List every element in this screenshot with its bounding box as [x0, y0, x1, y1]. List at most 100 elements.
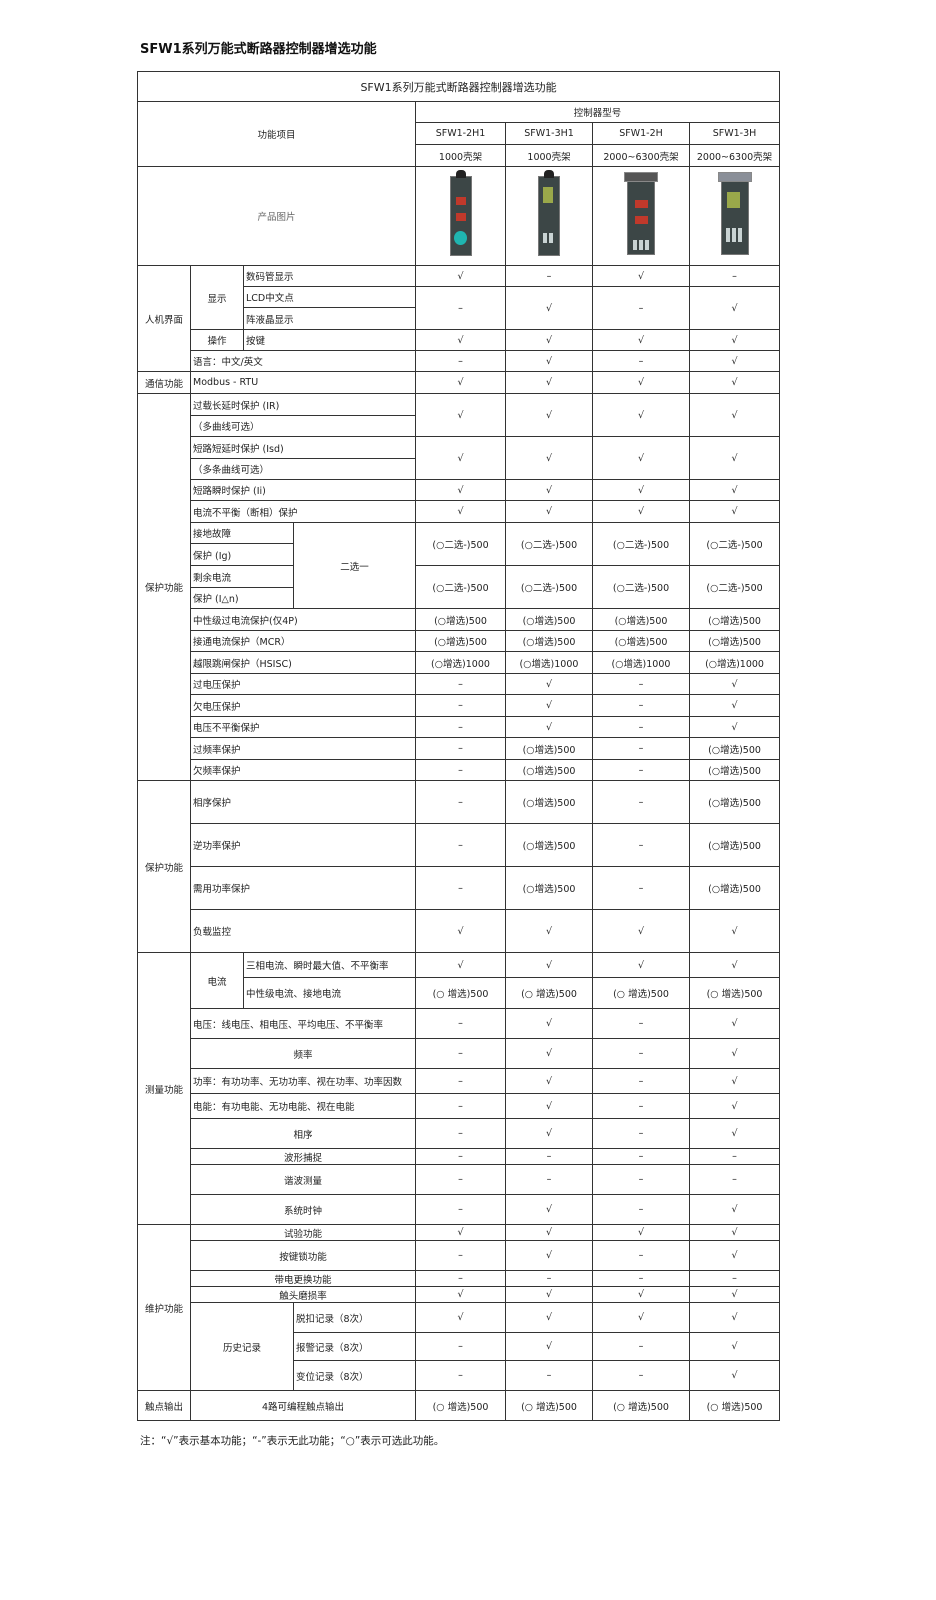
value-cell: √	[415, 1286, 506, 1303]
value-cell: (○二选-)500	[688, 565, 781, 609]
feature-cell: 显示	[190, 265, 244, 330]
frame-size: 2000~6300壳架	[688, 144, 781, 167]
feature-cell: 语言：中文/英文	[190, 350, 416, 372]
value-cell: (○增选)500	[505, 866, 593, 910]
value-cell: √	[688, 350, 781, 372]
value-cell: √	[505, 1068, 593, 1094]
value-cell: √	[688, 1118, 781, 1149]
feature-table: SFW1系列万能式断路器控制器增选功能 功能项目 控制器型号 SFW1-2H1 …	[136, 71, 781, 1421]
value-cell: (○增选)500	[688, 630, 781, 652]
feature-cell: 保护 (Ig)	[190, 543, 294, 566]
feature-cell: 逆功率保护	[190, 823, 416, 867]
value-cell: (○二选-)500	[505, 565, 593, 609]
value-cell: –	[688, 1270, 781, 1287]
value-cell: √	[505, 1194, 593, 1225]
value-cell: √	[592, 329, 690, 351]
value-cell: –	[688, 1164, 781, 1195]
table-row: 变位记录（8次） – – – √	[138, 1360, 781, 1391]
value-cell: (○增选)500	[505, 737, 593, 760]
value-cell: (○ 增选)500	[592, 977, 690, 1009]
value-cell: –	[592, 1118, 690, 1149]
value-cell: √	[688, 1240, 781, 1271]
table-row: 需用功率保护 – (○增选)500– (○增选)500	[138, 866, 781, 910]
value-cell: (○增选)1000	[415, 651, 506, 674]
table-row: 电能：有功电能、无功电能、视在电能 – √ – √	[138, 1093, 781, 1119]
value-cell: √	[505, 1008, 593, 1039]
value-cell: √	[592, 1286, 690, 1303]
feature-cell: 波形捕捉	[190, 1148, 416, 1165]
table-row: 接地故障 二选一 (○二选-)500 (○二选-)500 (○二选-)500 (○二选-)…	[138, 522, 781, 609]
table-row: 电压不平衡保护 – √ – √	[138, 716, 781, 738]
value-cell: –	[415, 1164, 506, 1195]
value-cell: √	[592, 265, 690, 287]
value-cell: √	[688, 436, 781, 480]
value-cell: √	[505, 1224, 593, 1241]
table-row: 越限跳闸保护（HSISC) (○增选)1000 (○增选)1000 (○增选)1000…	[138, 651, 781, 674]
value-cell: √	[505, 1302, 593, 1333]
value-cell: –	[505, 1148, 593, 1165]
table-row: 操作 按键 √ √ √ √	[138, 329, 781, 351]
value-cell: √	[505, 1038, 593, 1069]
value-cell: (○增选)1000	[505, 651, 593, 674]
table-row: 短路短延时保护 (Isd) √ √ √ √	[138, 436, 781, 480]
value-cell: √	[415, 1224, 506, 1241]
value-cell: –	[415, 1240, 506, 1271]
feature-cell: 短路短延时保护 (Isd)	[190, 436, 416, 459]
table-row: 接通电流保护（MCR） (○增选)500 (○增选)500 (○增选)500 (○增选)…	[138, 630, 781, 652]
value-cell: –	[592, 673, 690, 695]
table-row: 逆功率保护 – (○增选)500– (○增选)500	[138, 823, 781, 867]
value-cell: √	[505, 329, 593, 351]
value-cell: (○增选)500	[415, 608, 506, 631]
model-name: SFW1-3H1	[505, 122, 593, 145]
value-cell: (○ 增选)500	[688, 977, 781, 1009]
table-row: 电压：线电压、相电压、平均电压、不平衡率 – √ – √	[138, 1008, 781, 1039]
table-row: 保护功能 过载长延时保护 (IR) √ √ √ √	[137, 393, 781, 781]
value-cell: √	[505, 1286, 593, 1303]
value-cell: (○增选)1000	[688, 651, 781, 674]
feature-cell: 欠电压保护	[190, 694, 416, 717]
feature-cell: 二选一	[293, 522, 416, 609]
table-row: 负载监控 √ √ √ √	[138, 909, 781, 953]
value-cell: –	[592, 1270, 690, 1287]
feature-cell: 电能：有功电能、无功电能、视在电能	[190, 1093, 416, 1119]
value-cell: √	[688, 479, 781, 501]
table-row: 语言：中文/英文 – √ – √	[138, 350, 781, 372]
table-row: 触点输出 4路可编程触点输出 (○ 增选)500 (○ 增选)500 (○ 增选)500…	[137, 1390, 781, 1421]
value-cell: (○增选)500	[505, 608, 593, 631]
value-cell: (○二选-)500	[688, 522, 781, 566]
value-cell: –	[505, 265, 593, 287]
feature-cell: 谐波测量	[190, 1164, 416, 1195]
value-cell: √	[688, 1332, 781, 1361]
value-cell: (○增选)500	[505, 823, 593, 867]
feature-cell: 历史记录	[190, 1302, 294, 1391]
table-row: 中性级过电流保护(仅4P) (○增选)500 (○增选)500 (○增选)500 (○增…	[138, 608, 781, 631]
value-cell: √	[688, 1194, 781, 1225]
value-cell: √	[505, 1332, 593, 1361]
value-cell: (○二选-)500	[592, 565, 690, 609]
value-cell: (○二选-)500	[415, 522, 506, 566]
frame-size: 2000~6300壳架	[592, 144, 690, 167]
feature-cell: 过电压保护	[190, 673, 416, 695]
value-cell: (○增选)500	[688, 759, 781, 781]
feature-cell: 频率	[190, 1038, 416, 1069]
frame-size: 1000壳架	[415, 144, 506, 167]
value-cell: (○增选)1000	[592, 651, 690, 674]
value-cell: –	[592, 1068, 690, 1094]
legend-note: 注：“√”表示基本功能；“-”表示无此功能；“○”表示可选此功能。	[140, 1435, 445, 1447]
feature-cell: 系统时钟	[190, 1194, 416, 1225]
value-cell: (○增选)500	[688, 737, 781, 760]
product-image-sfw1-3h	[688, 166, 781, 266]
value-cell: –	[415, 350, 506, 372]
value-cell: –	[592, 1240, 690, 1271]
value-cell: (○二选-)500	[505, 522, 593, 566]
value-cell: √	[688, 673, 781, 695]
value-cell: √	[505, 952, 593, 978]
table-row: 相序 – √ – √	[138, 1118, 781, 1149]
value-cell: √	[415, 1302, 506, 1333]
value-cell: √	[688, 909, 781, 953]
feature-cell: 短路瞬时保护 (Ii)	[190, 479, 416, 501]
table-row: 报警记录（8次） – √ – √	[138, 1332, 781, 1361]
value-cell: –	[415, 1270, 506, 1287]
value-cell: –	[415, 673, 506, 695]
value-cell: √	[505, 500, 593, 523]
